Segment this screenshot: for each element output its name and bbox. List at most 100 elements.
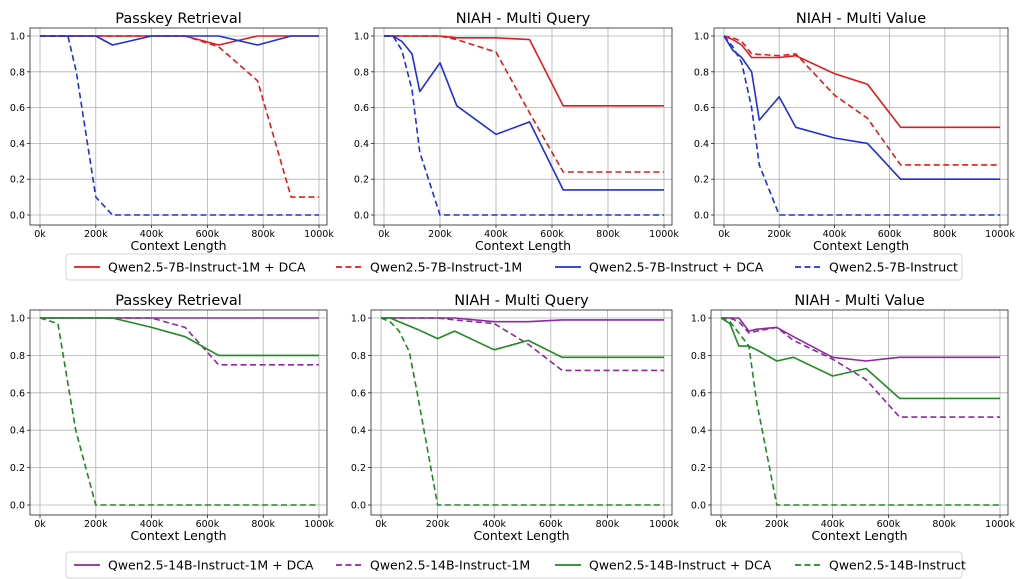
chart-title: Passkey Retrieval [115, 11, 242, 27]
series-line [723, 35, 1000, 216]
y-tick-label: 1.0 [691, 314, 706, 325]
y-tick-label: 1.0 [354, 32, 369, 43]
legend-label: Qwen2.5-14B-Instruct-1M + DCA [108, 558, 314, 573]
y-tick-label: 0.0 [694, 211, 709, 222]
plot-frame [710, 309, 1009, 516]
x-tick-label: 800k [596, 519, 620, 530]
legend-label: Qwen2.5-7B-Instruct-1M [370, 260, 522, 275]
x-tick-label: 1000k [649, 229, 679, 240]
x-axis-label: Context Length [130, 238, 226, 253]
y-tick-label: 0.0 [351, 501, 366, 512]
y-tick-label: 0.4 [354, 139, 369, 150]
series-line [40, 35, 319, 216]
x-tick-label: 200k [767, 229, 791, 240]
x-tick-label: 1000k [985, 519, 1015, 530]
chart-title: NIAH - Multi Value [794, 293, 924, 309]
chart-title: NIAH - Multi Query [456, 11, 591, 27]
y-tick-label: 0.4 [10, 139, 25, 150]
x-tick-label: 200k [426, 519, 450, 530]
x-tick-label: 600k [877, 519, 901, 530]
series-line [384, 35, 664, 191]
y-tick-label: 0.2 [354, 175, 369, 186]
plot-frame [29, 309, 328, 516]
series-line [723, 35, 1000, 129]
series-line [381, 317, 664, 372]
series-line [721, 317, 1000, 418]
y-tick-label: 0.2 [691, 463, 706, 474]
legend: Qwen2.5-14B-Instruct-1M + DCA Qwen2.5-14B… [65, 551, 966, 579]
series-line [384, 35, 664, 173]
y-tick-label: 0.0 [10, 501, 25, 512]
legend: Qwen2.5-7B-Instruct-1M + DCA Qwen2.5-7B-I… [65, 253, 963, 281]
chart-title: NIAH - Multi Query [454, 293, 589, 309]
chart-panels: 0k 200k 400k 600k 800k 1000k 0.0 0.2 0.4 0.6 0.8 1.… [10, 11, 1015, 543]
y-tick-label: 0.8 [694, 67, 709, 78]
chart-panel: 0k 200k 400k 600k 800k 1000k 0.0 0.2 0.4 0.6 0.8 1.… [351, 293, 679, 543]
series-line [723, 35, 1000, 180]
series-line [720, 317, 1000, 506]
y-tick-label: 0.2 [10, 463, 25, 474]
x-tick-label: 200k [84, 519, 108, 530]
y-tick-label: 0.6 [694, 103, 709, 114]
plot-area [30, 310, 327, 515]
series-line [381, 317, 664, 359]
x-axis-label: Context Length [475, 238, 571, 253]
y-tick-label: 0.6 [10, 388, 25, 399]
y-tick-label: 1.0 [10, 32, 25, 43]
x-tick-label: 0k [715, 519, 727, 530]
legends: Qwen2.5-7B-Instruct-1M + DCA Qwen2.5-7B-I… [65, 253, 966, 579]
series-line [40, 317, 319, 357]
y-tick-label: 0.4 [351, 426, 366, 437]
legend-label: Qwen2.5-7B-Instruct-1M + DCA [108, 260, 306, 275]
y-tick-label: 0.8 [354, 67, 369, 78]
y-tick-label: 0.8 [351, 351, 366, 362]
x-tick-label: 0k [34, 519, 46, 530]
x-tick-label: 1000k [649, 519, 679, 530]
plot-frame [713, 27, 1009, 226]
plot-frame [29, 27, 328, 226]
x-tick-label: 400k [823, 229, 847, 240]
x-tick-label: 800k [933, 229, 957, 240]
x-tick-label: 400k [484, 229, 508, 240]
legend-frame [65, 253, 963, 281]
y-tick-label: 1.0 [10, 314, 25, 325]
x-tick-label: 600k [196, 229, 220, 240]
legend-frame [65, 551, 963, 579]
x-tick-label: 0k [718, 229, 730, 240]
plot-area [711, 310, 1008, 515]
y-tick-label: 0.6 [354, 103, 369, 114]
chart-panel: 0k 200k 400k 600k 800k 1000k 0.0 0.2 0.4 0.6 0.8 1.… [10, 293, 334, 543]
y-tick-label: 1.0 [351, 314, 366, 325]
x-tick-label: 0k [375, 519, 387, 530]
y-tick-label: 0.0 [691, 501, 706, 512]
legend-label: Qwen2.5-7B-Instruct [829, 260, 958, 275]
x-tick-label: 400k [140, 519, 164, 530]
y-tick-label: 0.2 [694, 175, 709, 186]
x-tick-label: 200k [428, 229, 452, 240]
y-tick-label: 0.0 [10, 211, 25, 222]
x-tick-label: 600k [539, 519, 563, 530]
chart-panel: 0k 200k 400k 600k 800k 1000k 0.0 0.2 0.4 0.6 0.8 1.… [354, 11, 679, 253]
x-axis-label: Context Length [813, 238, 909, 253]
x-axis-label: Context Length [473, 528, 569, 543]
x-tick-label: 600k [196, 519, 220, 530]
y-tick-label: 0.0 [354, 211, 369, 222]
x-tick-label: 800k [251, 519, 275, 530]
legend-label: Qwen2.5-14B-Instruct + DCA [589, 558, 772, 573]
plot-area [30, 28, 327, 225]
x-tick-label: 0k [34, 229, 46, 240]
chart-panel: 0k 200k 400k 600k 800k 1000k 0.0 0.2 0.4 0.6 0.8 1.… [10, 11, 334, 253]
x-tick-label: 800k [596, 229, 620, 240]
legend-label: Qwen2.5-7B-Instruct + DCA [589, 260, 764, 275]
y-tick-label: 0.8 [10, 351, 25, 362]
plot-frame [370, 309, 673, 516]
series-line [723, 35, 1000, 166]
legend-label: Qwen2.5-14B-Instruct [829, 558, 966, 573]
x-tick-label: 800k [932, 519, 956, 530]
x-tick-label: 400k [482, 519, 506, 530]
y-tick-label: 0.2 [10, 175, 25, 186]
y-tick-label: 1.0 [694, 32, 709, 43]
plot-frame [373, 27, 673, 226]
y-tick-label: 0.6 [691, 388, 706, 399]
